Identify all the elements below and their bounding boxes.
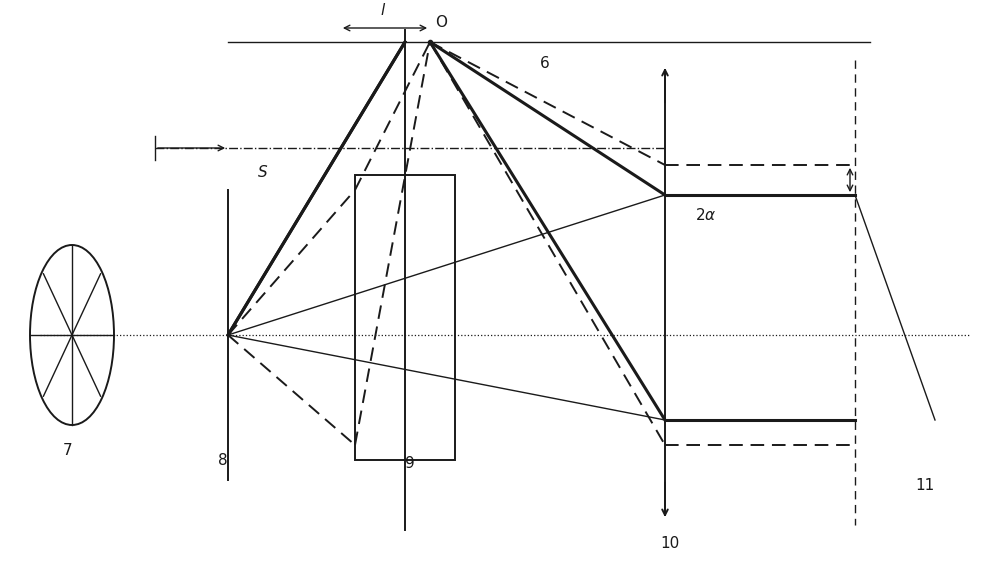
- Text: l: l: [381, 3, 385, 18]
- Text: 9: 9: [405, 456, 415, 471]
- Text: O: O: [435, 15, 447, 30]
- Text: 8: 8: [218, 453, 228, 468]
- Text: S: S: [258, 165, 268, 180]
- Text: 7: 7: [63, 443, 73, 458]
- Text: $2\alpha$: $2\alpha$: [695, 207, 717, 223]
- Text: 10: 10: [660, 536, 680, 551]
- Text: 11: 11: [915, 478, 934, 493]
- Text: 6: 6: [540, 56, 550, 71]
- Bar: [355, 175, 455, 460]
